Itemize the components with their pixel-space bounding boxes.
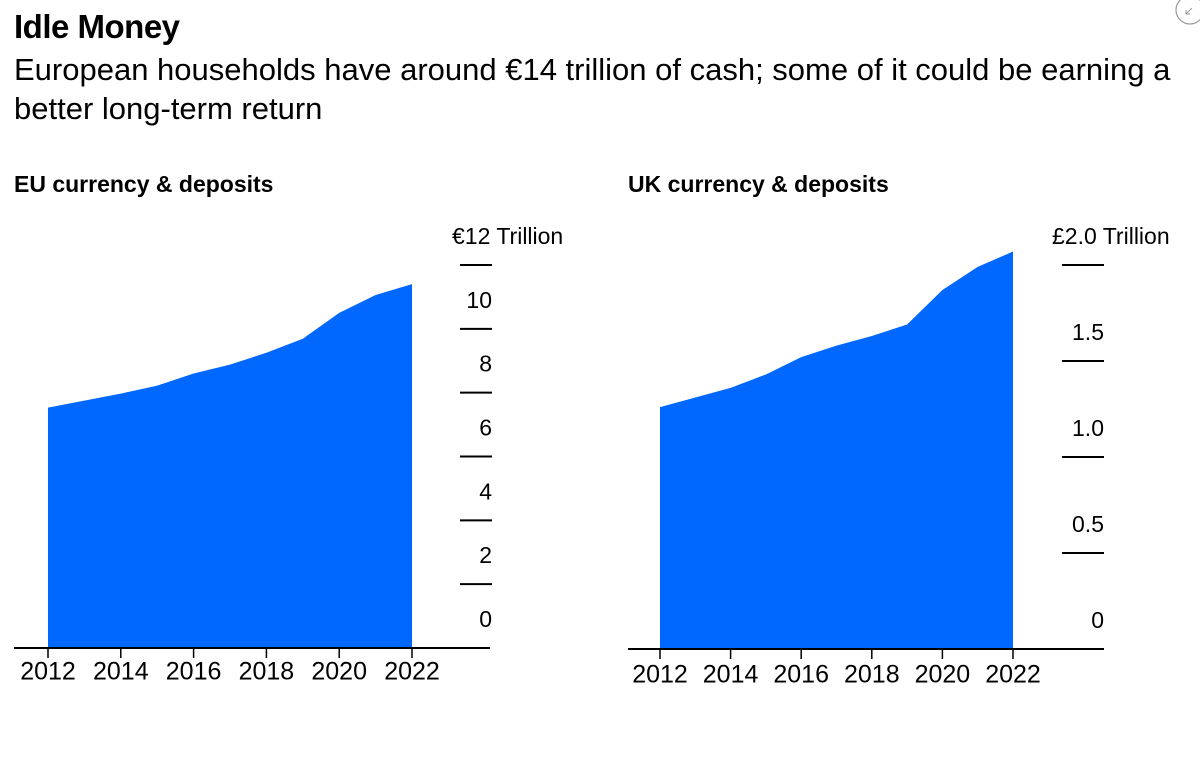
x-tick-label: 2022 xyxy=(985,661,1041,689)
chart-title: EU currency & deposits xyxy=(14,171,273,197)
expand-icon[interactable] xyxy=(1175,0,1200,25)
x-tick-label: 2018 xyxy=(239,658,295,686)
x-tick-label: 2022 xyxy=(384,658,440,686)
subtitle: European households have around €14 tril… xyxy=(14,52,1171,126)
y-tick-label: 0 xyxy=(1091,607,1104,633)
x-tick-label: 2014 xyxy=(703,661,759,689)
x-tick-label: 2012 xyxy=(20,658,76,686)
y-tick-label: 2 xyxy=(479,542,492,568)
x-tick-label: 2012 xyxy=(632,661,688,689)
expand-arrow xyxy=(1185,7,1193,15)
y-tick-label: £2.0 Trillion xyxy=(1052,223,1170,249)
y-tick-label: 8 xyxy=(479,351,492,377)
y-tick-label: 4 xyxy=(479,478,492,504)
area xyxy=(48,284,412,648)
y-tick-label: 10 xyxy=(466,287,492,313)
y-tick-label: 6 xyxy=(479,415,492,441)
y-tick-label: 0 xyxy=(479,606,492,632)
x-tick-label: 2016 xyxy=(166,658,222,686)
chart-title: UK currency & deposits xyxy=(628,171,889,197)
headline: Idle Money xyxy=(14,8,180,45)
x-tick-label: 2020 xyxy=(915,661,971,689)
y-tick-label: €12 Trillion xyxy=(452,223,563,249)
x-tick-label: 2016 xyxy=(773,661,829,689)
x-tick-label: 2018 xyxy=(844,661,900,689)
y-tick-label: 1.5 xyxy=(1072,319,1104,345)
area xyxy=(660,251,1013,649)
x-tick-label: 2014 xyxy=(93,658,149,686)
y-tick-label: 1.0 xyxy=(1072,415,1104,441)
x-tick-label: 2020 xyxy=(311,658,367,686)
y-tick-label: 0.5 xyxy=(1072,511,1104,537)
